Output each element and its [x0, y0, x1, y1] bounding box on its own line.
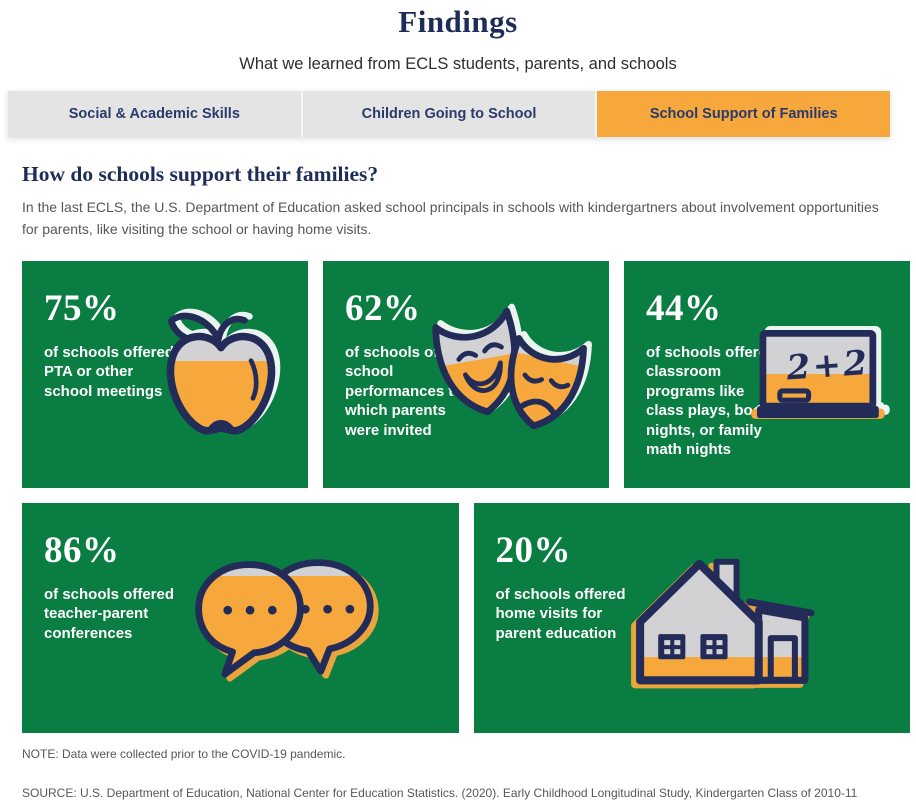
stat-percentage: 44% [646, 287, 722, 329]
section-description: In the last ECLS, the U.S. Department of… [22, 199, 879, 238]
speech-bubbles-icon [190, 551, 376, 684]
theater-masks-icon [427, 305, 595, 452]
window-left [657, 633, 685, 659]
stat-card-teacher-parent-conferences: 86% of schools offered teacher-parent co… [22, 502, 459, 733]
stat-description: of schools offered school performances t… [345, 343, 476, 439]
tab-social-academic-skills[interactable]: Social & Academic Skills [8, 91, 303, 137]
chalkboard-text: 2+2 [784, 342, 871, 388]
stat-description: of schools offered PTA or other school m… [44, 343, 175, 400]
schoolhouse-icon [620, 547, 816, 694]
stat-percentage: 62% [345, 287, 421, 329]
stat-percentage: 20% [495, 529, 571, 571]
stat-cards-row-1: 75% of schools offered PTA or other scho… [22, 260, 910, 488]
stat-cards-row-2: 86% of schools offered teacher-parent co… [22, 502, 910, 733]
page-subtitle: What we learned from ECLS students, pare… [239, 55, 677, 73]
stat-percentage: 86% [44, 529, 120, 571]
stat-description: of schools offered home visits for paren… [495, 585, 626, 642]
apple-icon [160, 306, 282, 443]
tab-children-going-to-school[interactable]: Children Going to School [302, 91, 598, 137]
page-title: Findings [398, 4, 518, 39]
window-right [699, 633, 728, 659]
stat-card-home-visits: 20% of schools offered home visits for p… [473, 502, 910, 733]
chalkboard-icon: 2+2 [746, 323, 894, 430]
section-heading: How do schools support their families? [22, 162, 379, 186]
stat-card-classroom-programs: 44% of schools offered classroom program… [624, 260, 910, 488]
stat-card-school-performances: 62% of schools offered school performanc… [323, 260, 609, 488]
stat-description: of schools offered teacher-parent confer… [44, 585, 175, 642]
stat-description: of schools offered classroom programs li… [646, 343, 777, 459]
stat-card-pta-meetings: 75% of schools offered PTA or other scho… [22, 260, 308, 488]
note-text: NOTE: Data were collected prior to the C… [22, 746, 346, 761]
source-prefix: SOURCE: U.S. Department of Education, Na… [22, 785, 858, 800]
tab-bar: Social & Academic Skills Children Going … [8, 91, 891, 137]
tab-school-support-of-families[interactable]: School Support of Families [597, 91, 891, 137]
stat-percentage: 75% [44, 287, 120, 329]
source-text: SOURCE: U.S. Department of Education, Na… [22, 783, 886, 804]
